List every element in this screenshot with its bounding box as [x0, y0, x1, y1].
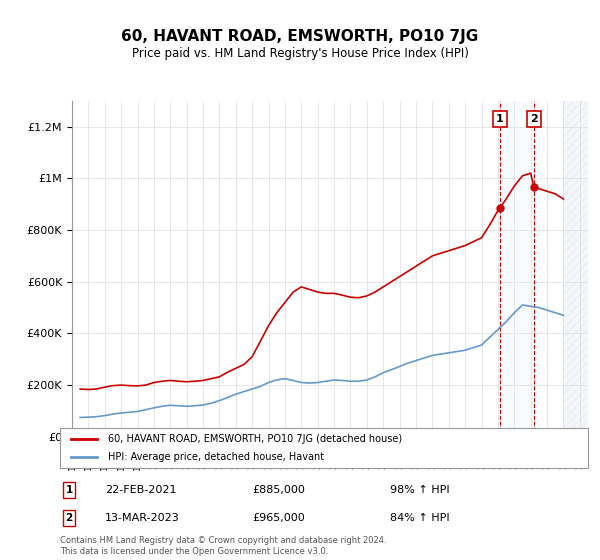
Text: 22-FEB-2021: 22-FEB-2021 — [105, 485, 176, 495]
Text: 1: 1 — [65, 485, 73, 495]
Text: 60, HAVANT ROAD, EMSWORTH, PO10 7JG: 60, HAVANT ROAD, EMSWORTH, PO10 7JG — [121, 29, 479, 44]
Text: £965,000: £965,000 — [252, 513, 305, 523]
Bar — [563, 101, 588, 437]
Text: Price paid vs. HM Land Registry's House Price Index (HPI): Price paid vs. HM Land Registry's House … — [131, 46, 469, 60]
Text: 1: 1 — [496, 114, 504, 124]
Text: HPI: Average price, detached house, Havant: HPI: Average price, detached house, Hava… — [107, 451, 323, 461]
Text: Contains HM Land Registry data © Crown copyright and database right 2024.
This d: Contains HM Land Registry data © Crown c… — [60, 536, 386, 556]
Bar — [500, 101, 534, 437]
Text: 84% ↑ HPI: 84% ↑ HPI — [390, 513, 449, 523]
FancyBboxPatch shape — [60, 428, 588, 468]
Text: 2: 2 — [530, 114, 538, 124]
Text: 2: 2 — [65, 513, 73, 523]
Text: 98% ↑ HPI: 98% ↑ HPI — [390, 485, 449, 495]
Text: £885,000: £885,000 — [252, 485, 305, 495]
Text: 13-MAR-2023: 13-MAR-2023 — [105, 513, 180, 523]
Text: 60, HAVANT ROAD, EMSWORTH, PO10 7JG (detached house): 60, HAVANT ROAD, EMSWORTH, PO10 7JG (det… — [107, 435, 401, 445]
